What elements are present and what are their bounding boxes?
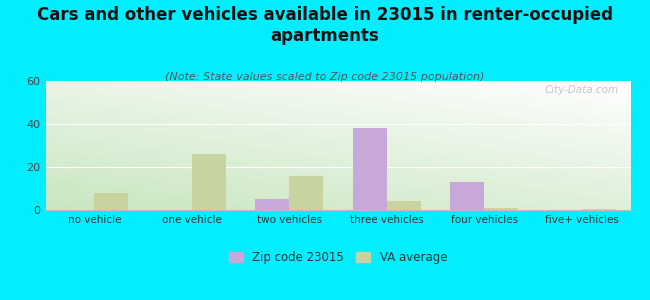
Bar	[289, 176, 324, 210]
Legend: Zip code 23015, VA average: Zip code 23015, VA average	[224, 246, 452, 268]
Bar	[450, 182, 484, 210]
Text: Cars and other vehicles available in 23015 in renter-occupied
apartments: Cars and other vehicles available in 230…	[37, 6, 613, 45]
Bar	[387, 201, 421, 210]
Bar	[484, 208, 519, 210]
Bar	[353, 128, 387, 210]
Text: City-Data.com: City-Data.com	[545, 85, 619, 95]
Bar	[192, 154, 226, 210]
Bar	[94, 193, 129, 210]
Bar	[255, 199, 289, 210]
Text: (Note: State values scaled to Zip code 23015 population): (Note: State values scaled to Zip code 2…	[165, 72, 485, 82]
Bar	[582, 209, 616, 210]
